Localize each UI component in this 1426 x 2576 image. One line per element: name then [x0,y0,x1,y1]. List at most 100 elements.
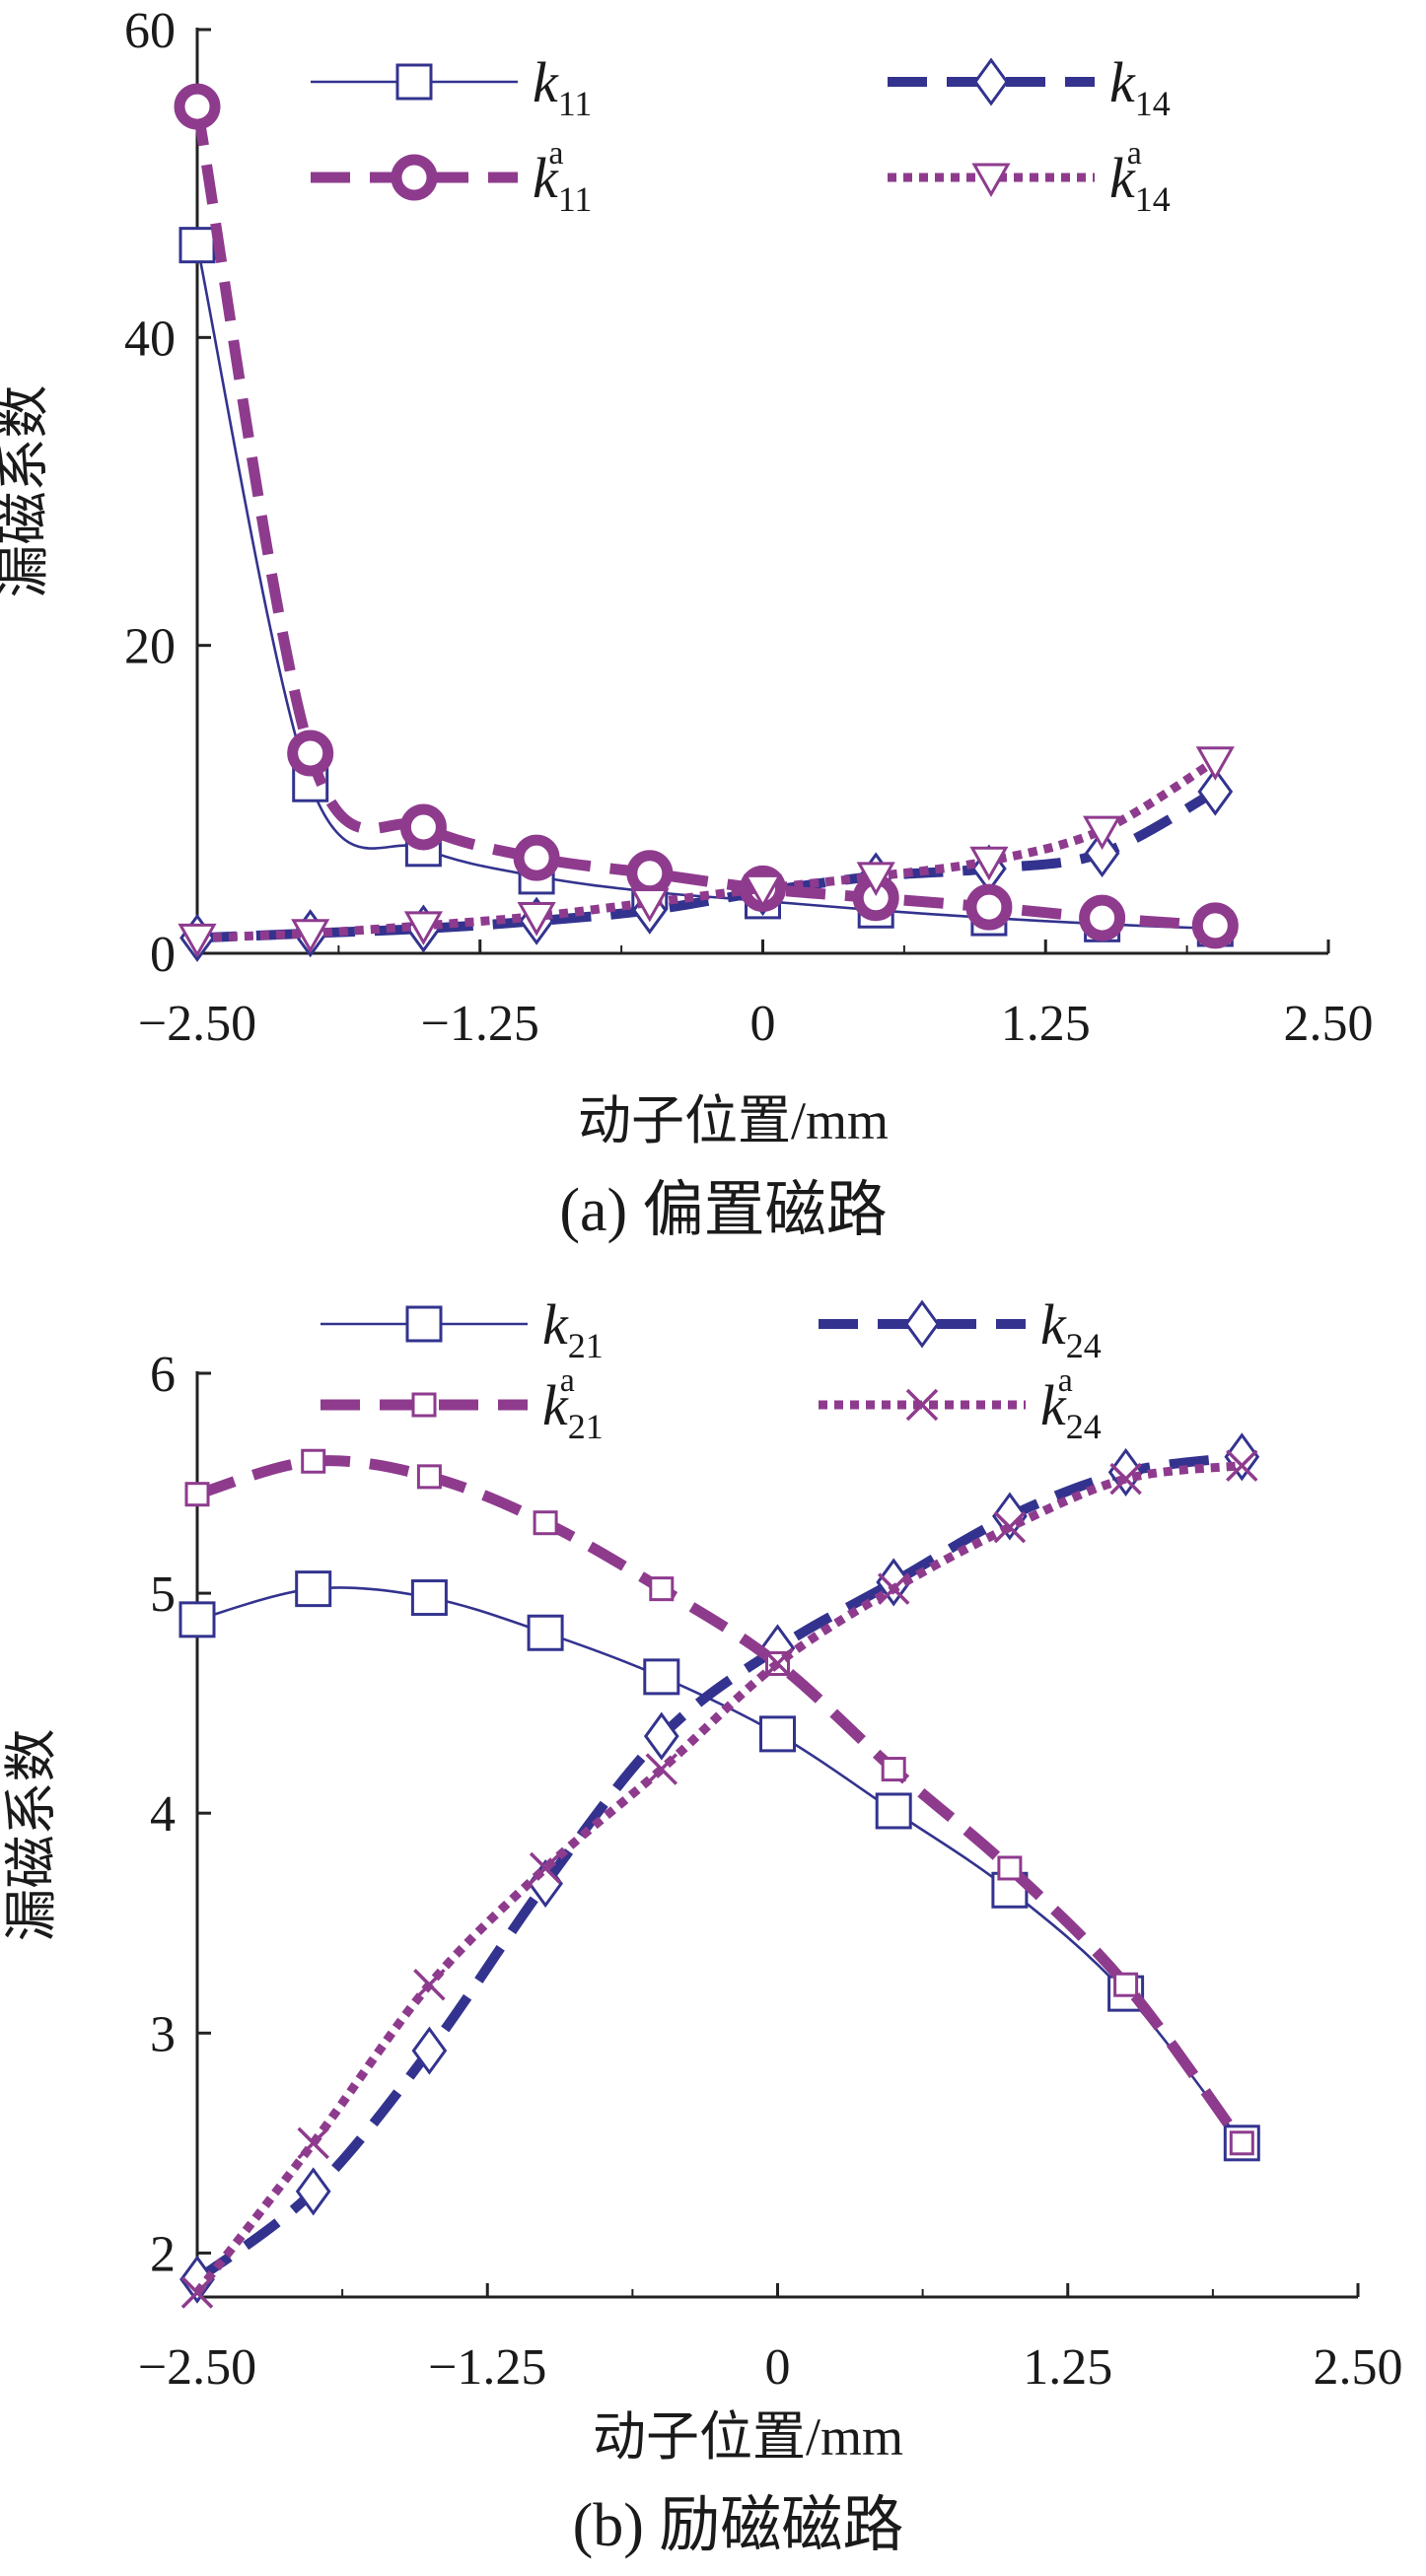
data-point [529,1851,562,1885]
y-axis-title: 漏磁系数 [0,385,53,598]
x-axis-title: 动子位置/mm [593,2407,903,2467]
data-point [410,1579,448,1617]
legend-label-subscript: 24 [1066,1326,1102,1365]
legend-label-base: k [1109,50,1136,114]
y-axis-title: 漏磁系数 [2,1729,61,1942]
legend-label-base: k [533,50,559,114]
legend-label-base: k [533,146,559,210]
legend-label-superscript: a [1058,1362,1073,1399]
data-point [287,730,334,777]
data-point [416,1464,442,1490]
legend-label: k14 [1109,50,1171,123]
legend-label-subscript: 21 [568,1326,604,1365]
data-point [643,1711,679,1761]
legend-marker [411,1392,437,1418]
x-tick-label: 0 [750,996,776,1052]
legend-label-base: k [542,1373,569,1437]
x-tick-label: 0 [765,2339,791,2396]
legend-label-subscript: 11 [558,84,593,123]
series-line [191,105,1216,932]
legend-label-base: k [1040,1292,1067,1357]
series-k21-a [184,1448,1254,2156]
data-point [413,1968,446,2001]
data-point [761,1647,794,1680]
series-line [196,787,1218,943]
data-point [1109,1462,1142,1496]
legend-label-subscript: 14 [1135,84,1171,123]
legend-label-base: k [1040,1373,1067,1437]
x-tick-label: 2.50 [1314,2339,1403,2396]
legend-marker [395,63,433,101]
y-tick-label: 3 [150,2006,176,2062]
y-tick-label: 60 [124,3,176,59]
legend-marker [971,163,1011,198]
data-point [875,1792,912,1830]
data-point [174,83,221,130]
data-point [295,2167,331,2216]
legend-marker [391,154,438,201]
data-point [291,919,330,953]
data-point [180,2276,214,2309]
x-axis-title: 动子位置/mm [578,1091,889,1150]
data-point [184,1482,210,1507]
data-point [301,1448,326,1474]
data-point [649,1576,675,1602]
legend-entry: k11 [311,50,592,123]
y-tick-label: 0 [150,927,176,983]
legend-label: k21 [542,1292,604,1365]
legend-entry: k14 a [888,135,1171,219]
chart-b-excitation-magnetic-circuit: −2.50 −1.25 0 1.25 2.50 2 3 4 5 6 动子位置/mm 漏磁系数 (b) 励… [2,1292,1403,2559]
legend-entry: k24 a [819,1362,1102,1446]
data-point [1084,828,1120,878]
legend-label: k11 a [533,135,592,219]
data-point [527,1614,564,1651]
data-point [1226,1449,1258,1482]
data-point [1195,746,1235,781]
series-k24-a [180,1449,1258,2309]
data-point [178,1601,216,1638]
y-tick-label: 40 [124,311,176,367]
legend-label-superscript: a [1127,135,1142,172]
data-point [411,2026,448,2075]
data-point [626,850,674,897]
data-point [1197,767,1234,816]
data-point [533,1510,558,1536]
legend-entry: k21 [321,1292,604,1365]
data-point [399,803,447,851]
series-line [196,1586,1244,2144]
legend-entry: k24 [819,1292,1102,1365]
y-tick-label: 5 [150,1566,176,1623]
legend-label-subscript: 11 [558,179,593,219]
data-point [993,1510,1027,1544]
data-point [295,1570,332,1608]
data-point [881,1757,906,1782]
data-point [403,911,443,945]
data-point [1113,1972,1139,1997]
chart-caption: (b) 励磁磁路 [573,2492,904,2559]
data-point [965,883,1013,931]
y-tick-label: 6 [150,1347,176,1403]
series-k14 [179,767,1234,962]
data-point [876,1558,912,1607]
data-point [178,227,216,264]
data-point [645,1753,678,1785]
legend-label-subscript: 21 [568,1407,604,1446]
data-point [877,1572,910,1605]
data-point [178,923,217,958]
series-line [196,756,1218,942]
x-tick-label: 1.25 [1023,2339,1112,2396]
legend-marker [905,1388,939,1422]
y-tick-label: 2 [150,2226,176,2282]
x-tick-label: 2.50 [1284,996,1374,1052]
legend-label-subscript: 24 [1066,1407,1102,1446]
series-line [193,1451,1243,2284]
data-point [997,1855,1023,1881]
series-k24 [179,1432,1260,2304]
data-point [1191,902,1239,949]
legend-label: k11 [533,50,592,123]
data-point [630,887,670,923]
data-point [643,1658,680,1696]
data-point [1079,894,1126,941]
y-tick-label: 20 [124,619,176,675]
